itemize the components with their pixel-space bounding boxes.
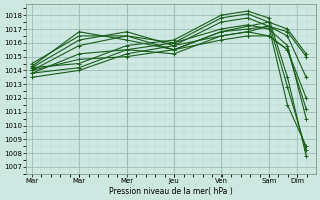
X-axis label: Pression niveau de la mer( hPa ): Pression niveau de la mer( hPa )	[109, 187, 233, 196]
